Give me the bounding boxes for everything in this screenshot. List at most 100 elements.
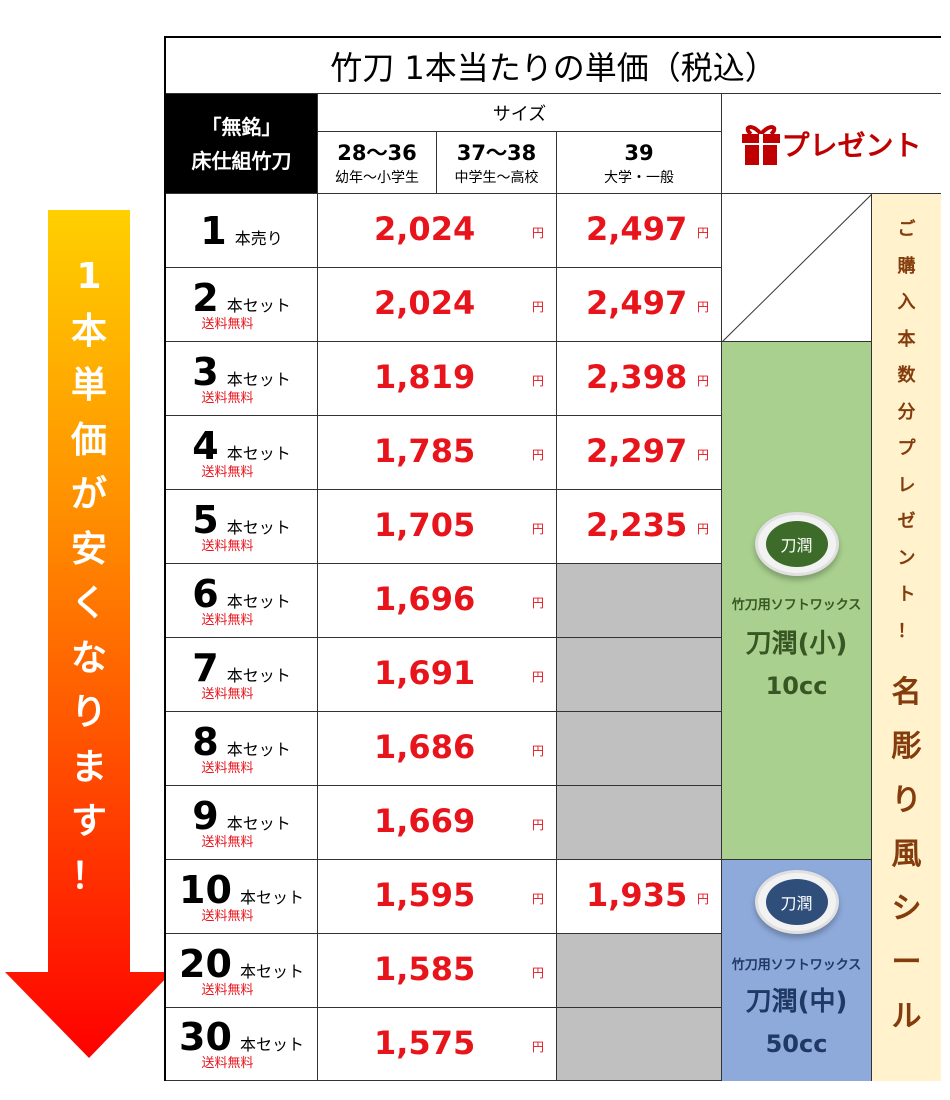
free-shipping: 送料無料 [201, 686, 254, 702]
qty-wrap: 3 本セット [192, 352, 290, 392]
side-note-char: ！ [897, 620, 916, 642]
price-small-cell: 1,686 円 [318, 712, 557, 786]
qty: 6 [192, 571, 219, 616]
free-shipping: 送料無料 [201, 538, 254, 554]
gift-icon [742, 124, 781, 165]
side-note-char: ゼ [897, 511, 916, 532]
side-note-char: 分 [897, 401, 916, 423]
free-shipping: 送料無料 [201, 316, 254, 332]
free-shipping: 送料無料 [201, 908, 254, 924]
qty: 5 [192, 497, 219, 542]
qty-unit: 本セット [226, 443, 291, 463]
arrow-char: 本 [70, 310, 107, 352]
row-label: 10 本セット 送料無料 [166, 860, 318, 934]
arrow-char: り [70, 692, 107, 733]
size-col-1: 28～36 幼年～小学生 [318, 132, 437, 194]
qty-wrap: 9 本セット [192, 796, 290, 836]
price-small-cell: 1,819 円 [318, 342, 557, 416]
side-note-char: り [891, 783, 922, 818]
size: 37～38 [456, 140, 537, 165]
side-note: ご購入本数分プレゼント ！ 名彫り風シール [872, 194, 941, 1081]
qty-unit: 本セット [226, 517, 291, 537]
price: 2,235 [586, 506, 688, 544]
price-large-cell: 2,235 円 [557, 490, 722, 564]
gift-volume: 50cc [765, 1030, 828, 1058]
price: 2,398 [586, 358, 688, 396]
price-large-cell [557, 786, 722, 860]
qty-unit: 本セット [226, 665, 291, 685]
qty-wrap: 30 本セット [179, 1017, 304, 1057]
side-note-char: 名 [891, 675, 922, 710]
row-label: 1 本売り [166, 194, 318, 268]
arrow-char: 1 [76, 256, 102, 297]
price-large-cell [557, 564, 722, 638]
qty: 10 [179, 867, 232, 912]
yen-label: 円 [532, 670, 545, 684]
price: 1,696 [374, 580, 476, 618]
price: 2,497 [586, 210, 688, 248]
price: 1,691 [374, 654, 476, 692]
arrow-char: ま [70, 746, 107, 788]
price: 1,686 [374, 728, 476, 766]
present-label: プレゼント [781, 128, 922, 162]
gift-name: 刀潤(小) [745, 629, 848, 659]
price-small-cell: 1,595 円 [318, 860, 557, 934]
yen-label: 円 [697, 522, 710, 536]
price-small-cell: 1,696 円 [318, 564, 557, 638]
qty-wrap: 1 本売り [200, 211, 282, 251]
price: 1,819 [374, 358, 476, 396]
product-line1: 「無銘」 [201, 114, 282, 139]
size-group: 幼年～小学生 [335, 169, 419, 186]
side-note-char: 本 [897, 328, 916, 350]
qty-unit: 本売り [234, 228, 283, 248]
qty: 3 [192, 349, 219, 394]
yen-label: 円 [697, 300, 710, 314]
price-small-cell: 2,024 円 [318, 268, 557, 342]
qty-wrap: 10 本セット [179, 870, 304, 910]
row-label: 5 本セット 送料無料 [166, 490, 318, 564]
price-large-cell: 2,497 円 [557, 268, 722, 342]
size-col-2: 37～38 中学生～高校 [437, 132, 557, 194]
arrow-char: 単 [70, 365, 107, 406]
free-shipping: 送料無料 [201, 464, 254, 480]
row-label: 6 本セット 送料無料 [166, 564, 318, 638]
qty-wrap: 2 本セット [192, 278, 290, 318]
price-small-cell: 1,585 円 [318, 934, 557, 1008]
qty-wrap: 7 本セット [192, 648, 290, 688]
gift-caption: 竹刀用ソフトワックス [731, 958, 862, 973]
gift-medium: 刀潤 竹刀用ソフトワックス 刀潤(中) 50cc [722, 860, 872, 1081]
diagonal-empty-cell [722, 194, 872, 342]
row-label: 3 本セット 送料無料 [166, 342, 318, 416]
present-header: プレゼント [722, 94, 941, 194]
free-shipping: 送料無料 [201, 612, 254, 628]
price-table: 竹刀 1本当たりの単価（税込） 「無銘」 床仕組竹刀 サイズ 28～36 幼年～小… [164, 36, 941, 1081]
price-large-cell [557, 934, 722, 1008]
side-note-char: 風 [891, 837, 922, 872]
side-note-char: ル [891, 999, 922, 1034]
yen-label: 円 [532, 892, 545, 906]
qty-unit: 本セット [226, 739, 291, 759]
yen-label: 円 [532, 966, 545, 980]
table-title: 竹刀 1本当たりの単価（税込） [166, 38, 941, 94]
gift-volume: 10cc [765, 672, 828, 700]
side-note-char: レ [897, 474, 916, 496]
arrow-char: 価 [70, 419, 107, 461]
size-col-3: 39 大学・一般 [557, 132, 722, 194]
wax-jar-image: 刀潤 [754, 870, 839, 934]
size: 39 [624, 140, 654, 165]
qty-unit: 本セット [239, 961, 304, 981]
side-note-char: ト [897, 584, 916, 605]
price: 2,297 [586, 432, 688, 470]
yen-label: 円 [532, 300, 545, 314]
side-note-char: ン [897, 547, 916, 569]
wax-jar-image: 刀潤 [754, 512, 839, 576]
price: 1,705 [374, 506, 476, 544]
price: 1,595 [374, 876, 476, 914]
yen-label: 円 [697, 374, 710, 388]
qty-unit: 本セット [226, 591, 291, 611]
qty: 20 [179, 941, 232, 986]
yen-label: 円 [532, 744, 545, 758]
row-label: 9 本セット 送料無料 [166, 786, 318, 860]
size-group: 大学・一般 [604, 169, 674, 186]
side-note-char: ー [891, 945, 922, 980]
